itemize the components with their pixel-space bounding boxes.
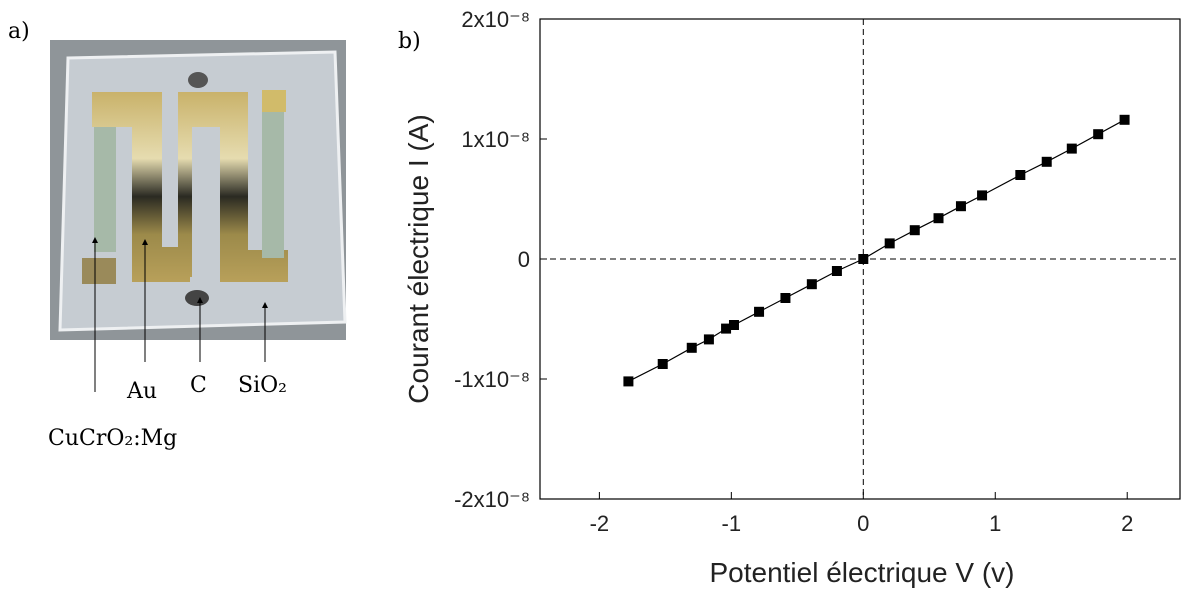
x-tick-label: 0 (857, 511, 869, 536)
x-tick-label: -1 (722, 511, 742, 536)
data-point (728, 320, 739, 330)
panel-label: a) (8, 19, 30, 44)
data-point (1093, 129, 1104, 140)
panel-label: b) (398, 29, 421, 54)
photo-label: Au (126, 379, 157, 404)
y-axis-title: Courant électrique I (A) (403, 114, 434, 403)
data-point (933, 213, 944, 224)
x-tick-label: 2 (1121, 511, 1133, 536)
data-point (831, 266, 842, 276)
data-point (1041, 156, 1052, 167)
x-tick-label: -2 (590, 511, 610, 536)
data-point (754, 306, 765, 317)
y-tick-label: -1x10⁻⁸ (454, 367, 530, 392)
y-tick-label: 1x10⁻⁸ (461, 127, 530, 152)
photo-label: C (190, 373, 207, 398)
photo-label: SiO₂ (238, 373, 287, 398)
data-point (780, 293, 791, 303)
data-point (1066, 143, 1077, 154)
y-tick-label: 2x10⁻⁸ (461, 7, 530, 32)
data-point (884, 238, 895, 249)
photo (50, 40, 347, 340)
data-point (623, 376, 634, 387)
data-point (806, 279, 817, 290)
x-axis-title: Potentiel électrique V (v) (709, 557, 1014, 588)
data-point (657, 359, 668, 369)
data-point (1015, 170, 1026, 180)
x-tick-label: 1 (989, 511, 1001, 536)
data-point (703, 334, 714, 345)
data-point (686, 342, 697, 353)
data-point (909, 225, 920, 236)
chart: -2 -1 0 1 2 -2x10⁻⁸ -1x10⁻⁸ 0 1x10⁻⁸ 2x10⁻⁸ (454, 7, 1181, 536)
data-point (721, 323, 732, 334)
y-tick-label: -2x10⁻⁸ (454, 487, 530, 512)
photo-label: CuCrO₂:Mg (48, 426, 177, 451)
y-tick-label: 0 (518, 247, 530, 272)
data-point (1119, 114, 1130, 125)
data-point (977, 190, 988, 201)
data-point (955, 201, 966, 212)
arrows (92, 237, 268, 392)
data-point (858, 254, 869, 264)
